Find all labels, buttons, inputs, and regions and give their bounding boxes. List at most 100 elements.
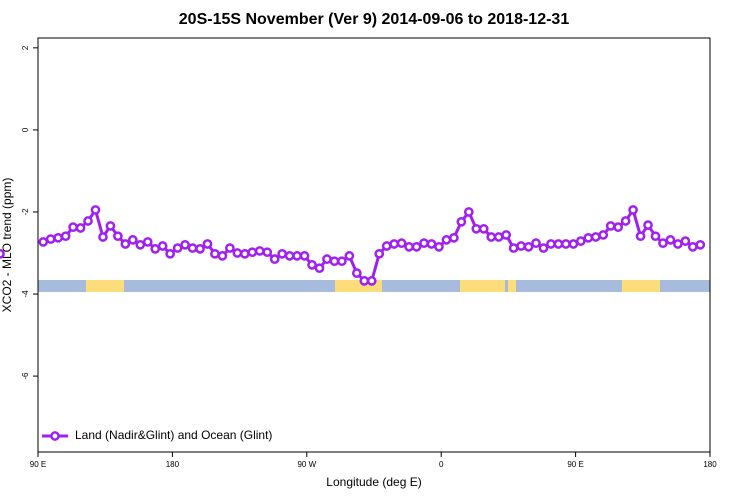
point xyxy=(486,232,497,242)
point xyxy=(441,235,452,245)
point xyxy=(90,205,101,215)
point xyxy=(269,254,280,265)
point xyxy=(344,251,355,261)
x-tick-label: 90 E xyxy=(30,460,46,469)
point xyxy=(396,238,407,249)
point xyxy=(366,276,377,286)
point xyxy=(381,241,392,251)
point xyxy=(157,241,168,251)
y-tick-label: -6 xyxy=(21,372,30,380)
y-tick-label: -4 xyxy=(21,290,30,298)
y-axis-label: XCO2 - MLO trend (ppm) xyxy=(0,178,14,313)
point xyxy=(142,237,153,247)
point xyxy=(628,205,638,215)
point xyxy=(247,247,258,258)
y-tick-label: 2 xyxy=(21,45,30,50)
point xyxy=(501,230,512,240)
point xyxy=(695,239,706,250)
point xyxy=(225,243,235,253)
point xyxy=(635,231,646,242)
point xyxy=(538,243,549,253)
point xyxy=(673,239,683,249)
point xyxy=(239,248,250,259)
point xyxy=(299,251,310,261)
land-band xyxy=(86,280,124,292)
land-band xyxy=(508,280,516,292)
x-tick-label: 90 W xyxy=(297,460,316,469)
chart-title: 20S-15S November (Ver 9) 2014-09-06 to 2… xyxy=(179,11,570,28)
point xyxy=(277,248,288,259)
point xyxy=(471,223,482,234)
point xyxy=(531,238,541,249)
point xyxy=(389,239,400,249)
point xyxy=(374,248,385,259)
point xyxy=(419,238,429,249)
point xyxy=(493,232,504,242)
point xyxy=(643,220,653,230)
point xyxy=(658,238,668,249)
point xyxy=(478,223,489,234)
point xyxy=(322,254,332,265)
x-tick-label: 0 xyxy=(439,460,444,469)
point xyxy=(583,232,594,243)
point xyxy=(605,221,616,231)
point xyxy=(68,222,78,233)
point xyxy=(523,241,534,252)
point xyxy=(98,232,108,242)
point xyxy=(546,239,556,249)
point xyxy=(456,216,467,227)
point xyxy=(180,239,190,250)
point xyxy=(210,248,220,259)
point xyxy=(284,251,295,261)
point xyxy=(687,241,698,252)
point xyxy=(172,243,183,253)
plot-frame xyxy=(37,37,711,453)
point xyxy=(105,221,116,231)
point xyxy=(53,232,64,243)
point xyxy=(314,263,325,274)
point xyxy=(568,239,579,249)
point xyxy=(449,232,459,243)
y-tick-label: -2 xyxy=(21,208,30,216)
point xyxy=(254,246,265,256)
point xyxy=(0,248,5,259)
point xyxy=(120,239,131,249)
point xyxy=(680,236,691,246)
legend-label: Land (Nadir&Glint) and Ocean (Glint) xyxy=(75,428,272,442)
legend-marker xyxy=(50,431,60,441)
y-tick-label: 0 xyxy=(21,127,30,132)
point xyxy=(351,268,362,278)
x-tick-label: 180 xyxy=(166,460,180,469)
point xyxy=(127,235,138,245)
point xyxy=(404,241,414,252)
point xyxy=(187,243,198,253)
point xyxy=(590,232,601,242)
point xyxy=(135,239,146,250)
point xyxy=(575,236,586,246)
point xyxy=(262,247,273,258)
point xyxy=(359,276,370,286)
point xyxy=(195,244,205,254)
point xyxy=(217,251,228,261)
land-band xyxy=(460,280,505,292)
point xyxy=(508,243,519,253)
point xyxy=(463,207,474,217)
x-tick-label: 90 E xyxy=(567,460,583,469)
point xyxy=(165,248,176,259)
land-band xyxy=(622,280,660,292)
point xyxy=(411,241,422,252)
point xyxy=(60,231,71,242)
point xyxy=(516,241,526,251)
point xyxy=(83,216,93,226)
point xyxy=(45,234,56,244)
land-ocean-mask xyxy=(38,280,710,292)
point xyxy=(553,239,564,249)
point xyxy=(561,239,571,249)
point xyxy=(337,256,347,267)
point xyxy=(665,235,676,245)
point xyxy=(75,223,86,233)
point xyxy=(232,248,243,258)
point xyxy=(620,216,631,226)
point xyxy=(426,239,437,249)
